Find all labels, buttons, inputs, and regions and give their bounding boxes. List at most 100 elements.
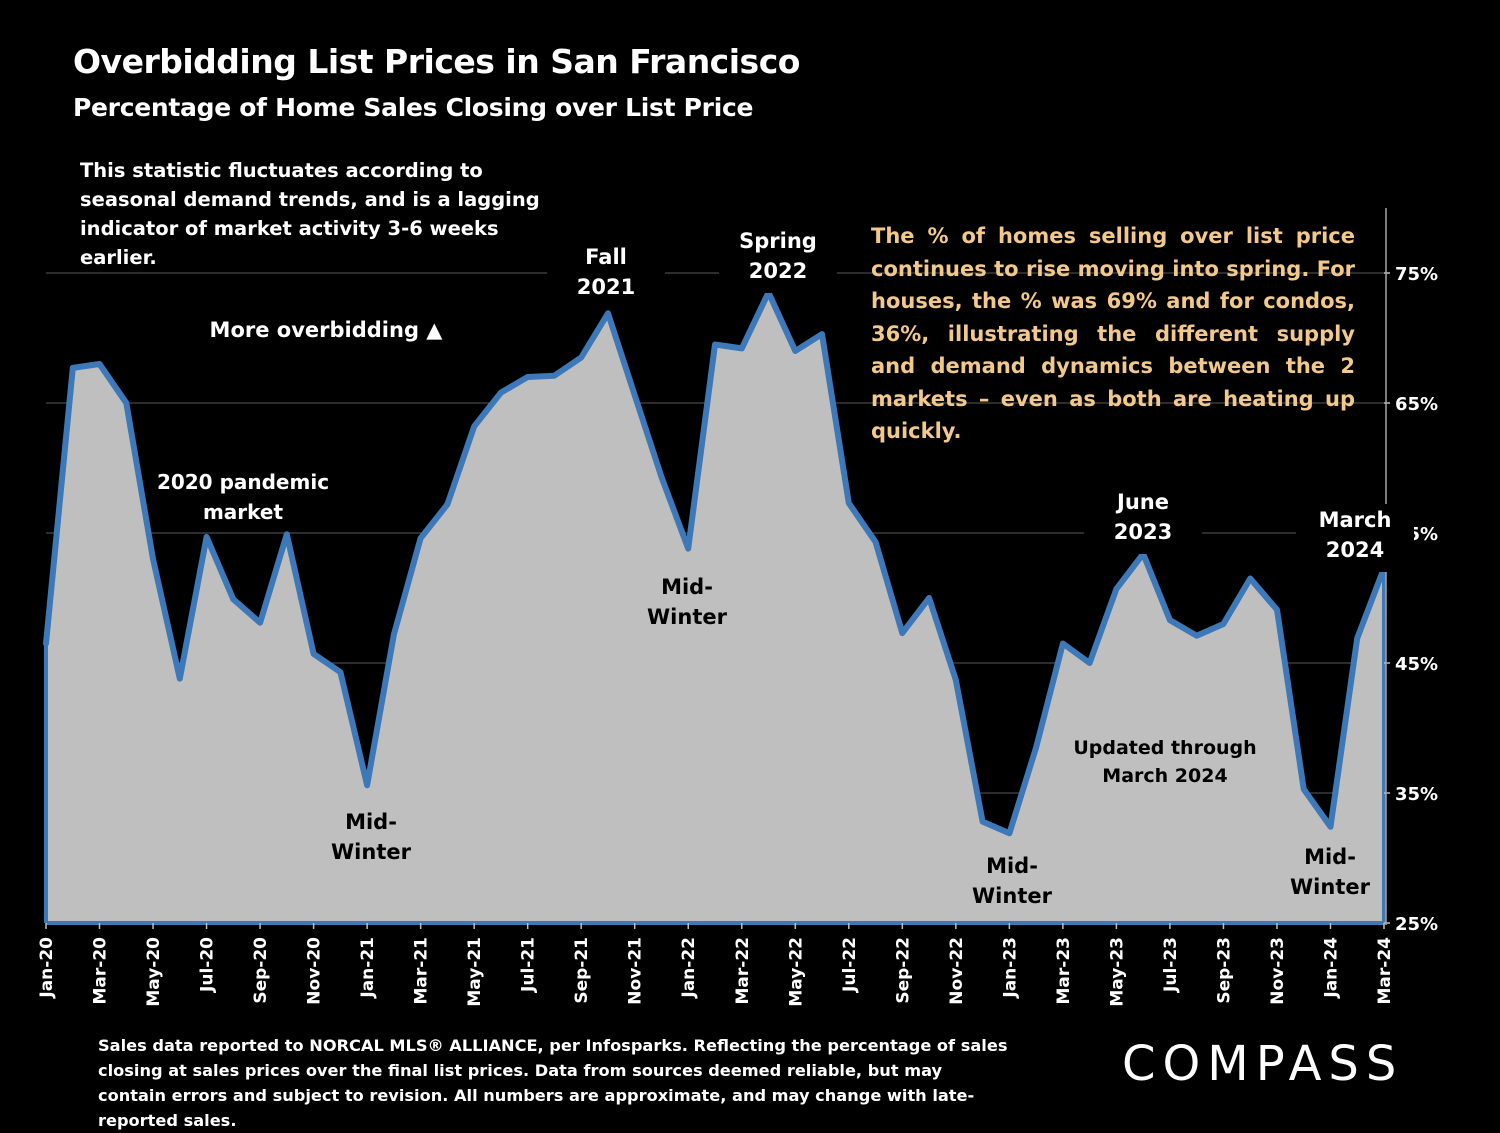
annotation-line: Winter xyxy=(972,884,1053,908)
x-tick-label: Nov-21 xyxy=(626,937,646,1005)
y-tick-label: 65% xyxy=(1395,394,1438,415)
annotation-line: Winter xyxy=(331,840,412,864)
annotation-june-2023: June 2023 xyxy=(1114,490,1172,544)
annotation-fall-2021: Fall 2021 xyxy=(577,245,635,299)
data-point xyxy=(338,670,343,675)
data-point xyxy=(1221,622,1226,626)
data-point xyxy=(365,783,370,788)
data-point xyxy=(151,557,155,561)
data-point xyxy=(579,355,584,360)
data-point xyxy=(552,373,557,378)
data-point xyxy=(97,362,102,366)
annotation-line: More overbidding ▲ xyxy=(210,318,444,342)
annotation-line: Winter xyxy=(647,605,728,629)
data-point xyxy=(713,342,717,347)
x-tick-label: May-22 xyxy=(786,937,806,1007)
annotation-line: Winter xyxy=(1290,875,1371,899)
data-point xyxy=(927,596,932,600)
annotation-line: 2021 xyxy=(577,275,635,299)
data-point xyxy=(124,401,129,405)
annotation-more-overbidding: More overbidding ▲ xyxy=(210,318,444,342)
annotation-line: market xyxy=(203,500,284,524)
x-tick-label: Mar-21 xyxy=(412,937,432,1005)
data-point xyxy=(1301,787,1306,792)
insight-text: The % of homes selling over list price c… xyxy=(871,224,1355,443)
x-tick-label: Nov-20 xyxy=(305,937,325,1005)
data-point xyxy=(793,349,798,353)
annotation-midwinter-2024: Mid- Winter xyxy=(1290,845,1371,899)
data-point xyxy=(953,677,958,682)
data-point xyxy=(284,532,289,537)
annotation-backdrop xyxy=(1084,486,1202,554)
x-tick-label: Jan-21 xyxy=(358,937,378,999)
area-series xyxy=(43,289,1387,925)
x-tick-label: Sep-23 xyxy=(1214,937,1234,1004)
y-tick-label: 35% xyxy=(1395,784,1438,805)
annotation-line: Mid- xyxy=(661,575,713,599)
data-point xyxy=(632,393,637,398)
annotation-updated: Updated through March 2024 xyxy=(1073,737,1256,787)
annotation-backdrop xyxy=(1296,504,1414,572)
data-point xyxy=(1194,633,1199,638)
x-tick-label: Mar-23 xyxy=(1054,937,1074,1005)
data-point xyxy=(525,375,530,379)
data-point xyxy=(1248,576,1253,581)
logo-o: O xyxy=(1162,1036,1208,1092)
data-point xyxy=(900,631,905,636)
data-point xyxy=(606,311,610,316)
data-point xyxy=(980,819,985,824)
compass-logo: COMPASS xyxy=(1122,1036,1403,1092)
data-point xyxy=(1007,831,1012,836)
annotation-line: 2024 xyxy=(1326,538,1384,562)
x-tick-label: Sep-20 xyxy=(251,937,271,1004)
page-title: Overbidding List Prices in San Francisco xyxy=(73,42,800,81)
data-point xyxy=(391,632,396,637)
annotation-line: June xyxy=(1115,490,1169,514)
footnote: Sales data reported to NORCAL MLS® ALLIA… xyxy=(98,1036,1008,1130)
page-subtitle: Percentage of Home Sales Closing over Li… xyxy=(73,93,754,122)
annotations: More overbidding ▲ 2020 pandemic market Mid… xyxy=(157,225,1414,908)
data-point xyxy=(472,424,477,429)
data-point xyxy=(204,534,209,539)
data-point xyxy=(258,620,263,625)
data-point xyxy=(1087,661,1092,665)
annotation-line: Mid- xyxy=(345,810,397,834)
data-point xyxy=(231,597,236,602)
logo-letters-pre: C xyxy=(1122,1036,1163,1092)
annotation-line: Mid- xyxy=(986,854,1038,878)
annotation-midwinter-2021: Mid- Winter xyxy=(331,810,412,864)
logo-letters-post: MPASS xyxy=(1207,1036,1404,1092)
data-point xyxy=(739,346,744,351)
x-tick-label: Jul-22 xyxy=(840,937,860,993)
data-point xyxy=(659,475,664,480)
x-tick-label: Mar-20 xyxy=(91,937,111,1005)
y-tick-label: 45% xyxy=(1395,654,1438,675)
data-point xyxy=(177,676,182,681)
intro-text: This statistic fluctuates according to s… xyxy=(80,159,540,269)
y-tick-label: 75% xyxy=(1395,264,1438,285)
annotation-line: March xyxy=(1319,508,1392,532)
annotation-line: Spring xyxy=(739,229,817,253)
x-tick-label: Jul-21 xyxy=(519,937,539,993)
data-point xyxy=(1167,618,1172,623)
annotation-line: Fall xyxy=(585,245,627,269)
data-point xyxy=(445,502,450,507)
y-tick-label: 25% xyxy=(1395,914,1438,935)
data-point xyxy=(418,536,423,541)
annotation-line: 2023 xyxy=(1114,520,1172,544)
x-tick-label: Jan-22 xyxy=(679,937,699,999)
data-point xyxy=(498,390,503,395)
tick-labels: 25%35%45%55%65%75%Jan-20 Mar-20 May-20 Jul-… xyxy=(37,264,1438,1007)
data-point xyxy=(1328,824,1333,829)
data-point xyxy=(686,546,691,551)
annotation-line: March 2024 xyxy=(1102,765,1227,787)
annotation-pandemic: 2020 pandemic market xyxy=(157,470,329,524)
data-point xyxy=(44,641,48,646)
data-point xyxy=(1034,745,1039,750)
data-point xyxy=(873,540,878,545)
annotation-line: Mid- xyxy=(1304,845,1356,869)
data-point xyxy=(1060,641,1065,646)
x-tick-label: Mar-22 xyxy=(733,937,753,1005)
annotation-backdrop xyxy=(719,225,837,293)
